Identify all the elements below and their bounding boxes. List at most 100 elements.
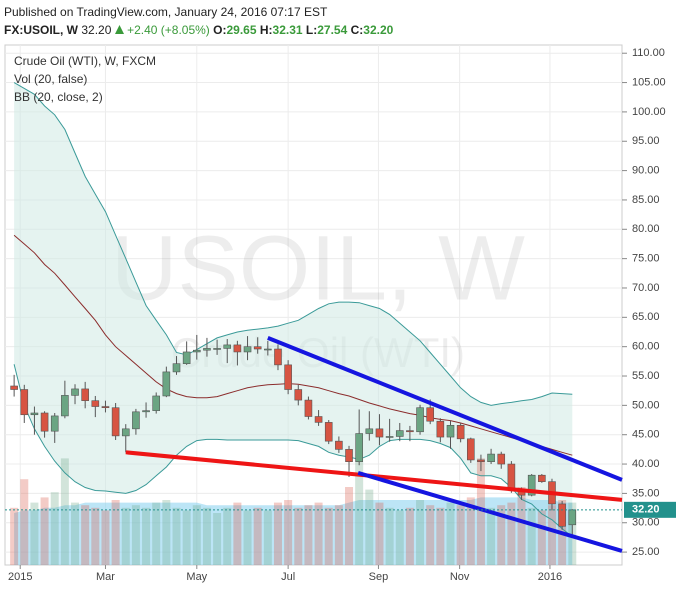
candle-body: [314, 416, 323, 423]
candle-body: [558, 503, 566, 527]
candle-body: [253, 346, 262, 350]
candle-body: [10, 385, 18, 390]
y-tick-label: 75.00: [632, 253, 660, 265]
candle-body: [538, 474, 546, 482]
candle-body: [264, 348, 272, 351]
y-tick-label: 55.00: [632, 370, 660, 382]
y-tick-label: 40.00: [632, 458, 660, 470]
symbol: FX:USOIL, W: [4, 23, 78, 37]
candle-body: [182, 351, 191, 364]
candle-body: [385, 436, 394, 438]
published: Published on TradingView.com, January 24…: [4, 5, 328, 19]
candle-body: [426, 407, 435, 422]
candle-body: [132, 411, 140, 430]
candle-body: [507, 463, 516, 491]
x-tick-label: 2015: [8, 571, 32, 583]
y-tick-label: 90.00: [632, 165, 660, 177]
x-tick-label: May: [186, 571, 207, 583]
y-tick-label: 95.00: [632, 135, 660, 147]
volume-bar: [456, 505, 465, 565]
volume-bar: [101, 510, 110, 565]
volume-bar: [334, 505, 343, 565]
candle-body: [101, 406, 110, 409]
volume-bar: [10, 507, 19, 565]
up-arrow: [114, 25, 124, 34]
volume-bar: [365, 489, 374, 565]
candle-body: [395, 430, 404, 437]
y-tick-label: 70.00: [632, 282, 660, 294]
candle-body: [406, 430, 414, 433]
candle-body: [111, 407, 120, 437]
x-tick-label: Sep: [369, 571, 389, 583]
volume-bar: [273, 502, 282, 565]
volume-bar: [304, 505, 313, 565]
change: +2.40 (+8.05%): [127, 23, 210, 37]
candle-body: [142, 410, 150, 413]
bb-lower: [13, 364, 573, 538]
volume-bar: [405, 507, 414, 565]
volume-bar: [436, 507, 445, 565]
volume-bar: [426, 505, 435, 565]
y-tick-label: 30.00: [632, 517, 660, 529]
volume-bar: [497, 505, 506, 565]
volume-bar: [223, 507, 232, 565]
last: 32.20: [81, 23, 112, 37]
candle-body: [40, 412, 49, 432]
candle-body: [365, 428, 374, 434]
volume-bar: [527, 507, 536, 565]
candle-body: [477, 459, 485, 463]
volume-bar: [182, 510, 191, 565]
candle-body: [50, 415, 59, 432]
volume-bar: [111, 500, 120, 565]
candle-body: [121, 428, 130, 437]
candle-body: [324, 422, 333, 442]
candle-body: [30, 412, 39, 416]
volume-bar: [192, 505, 201, 565]
y-tick-label: 80.00: [632, 223, 660, 235]
volume-ma-area: [14, 497, 573, 565]
trend-line: [357, 470, 623, 553]
volume-bar: [233, 502, 242, 565]
candle-body: [284, 364, 292, 390]
volume-bar: [142, 507, 151, 565]
watermark: USOIL, W: [111, 217, 525, 319]
volume-bar: [345, 487, 354, 565]
y-tick-label: 60.00: [632, 341, 660, 353]
volume-bar: [60, 458, 69, 565]
volume-bar: [121, 507, 130, 565]
candle-body: [192, 349, 201, 353]
volume-bar: [284, 500, 293, 565]
volume-bar: [466, 497, 475, 565]
candle-body: [223, 344, 232, 349]
volume-bar: [162, 500, 171, 565]
candle-body: [172, 363, 181, 373]
volume-bar: [243, 510, 252, 565]
volume-bar: [517, 487, 526, 565]
legend-text: Crude Oil (WTI), W, FXCM: [14, 54, 156, 68]
l-value: 27.54: [317, 23, 348, 37]
candle-body: [497, 453, 506, 465]
volume-bar: [131, 505, 140, 565]
candle-body: [243, 346, 252, 353]
x-tick-label: Mar: [96, 571, 115, 583]
volume-bar: [40, 497, 49, 565]
c-label: C:: [350, 23, 364, 37]
o-value: 29.65: [226, 23, 257, 37]
l-label: L:: [305, 23, 318, 37]
volume-bar: [50, 492, 59, 565]
x-tick-label: Nov: [450, 571, 470, 583]
y-tick-label: 35.00: [632, 487, 660, 499]
volume-bar: [375, 502, 384, 565]
trend-line: [267, 336, 623, 482]
candle-body: [294, 389, 303, 401]
volume-bar: [446, 502, 455, 565]
c-value: 32.20: [363, 23, 394, 37]
y-tick-label: 105.00: [632, 76, 666, 88]
candle-body: [335, 440, 343, 450]
volume-bar: [355, 458, 364, 565]
y-tick-label: 45.00: [632, 429, 660, 441]
candle-body: [203, 348, 211, 351]
legend-text: Vol (20, false): [14, 72, 87, 86]
